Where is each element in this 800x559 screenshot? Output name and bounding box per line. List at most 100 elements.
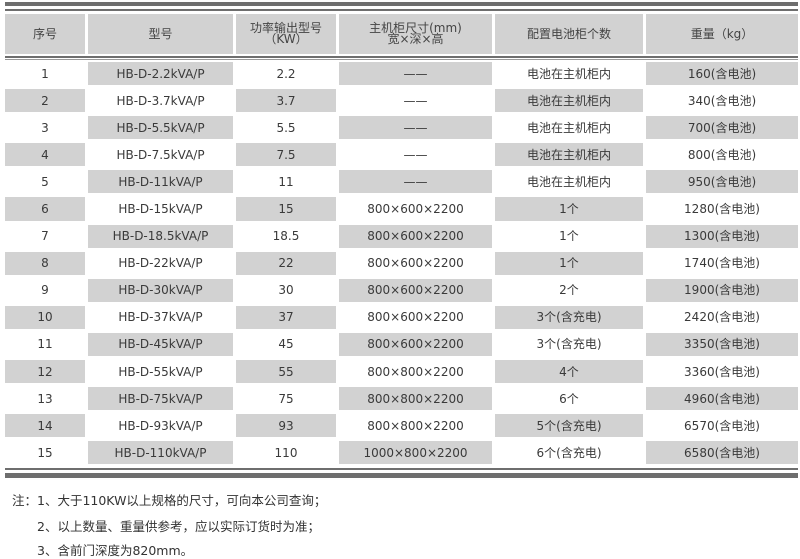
row-dimensions: 800×600×2200 <box>339 224 492 248</box>
row-weight: 2420(含电池) <box>684 310 760 325</box>
row-index: 12 <box>5 360 85 384</box>
header-power-text: 功率输出型号 （KW） <box>249 21 322 46</box>
row-model: HB-D-37kVA/P <box>118 310 203 325</box>
note-1: 注：1、大于110KW以上规格的尺寸，可向本公司查询； <box>12 493 327 508</box>
row-model: HB-D-30kVA/P <box>88 278 233 302</box>
row-power: 55 <box>236 360 336 384</box>
row-model: HB-D-110kVA/P <box>88 441 233 465</box>
header-weight: 重量（kg） <box>646 14 798 54</box>
bottom-rule-thin <box>5 468 798 470</box>
header-model: 型号 <box>88 14 233 54</box>
row-index: 13 <box>37 391 53 406</box>
note-3: 3、含前门深度为820mm。 <box>37 543 194 558</box>
row-dimensions: —— <box>403 147 428 162</box>
row-model: HB-D-11kVA/P <box>88 170 233 194</box>
row-battery-cabinets: 2个 <box>559 283 579 298</box>
row-dimensions: —— <box>339 62 492 86</box>
row-power: 22 <box>236 251 336 275</box>
row-model: HB-D-3.7kVA/P <box>116 93 205 108</box>
header-dimensions-text: 主机柜尺寸(mm) 宽×深×高 <box>369 21 462 46</box>
header-rule-thin <box>5 59 798 60</box>
row-model: HB-D-75kVA/P <box>88 387 233 411</box>
row-model: HB-D-2.2kVA/P <box>88 62 233 86</box>
row-power: 18.5 <box>272 229 300 244</box>
row-power: 3.7 <box>236 89 336 113</box>
row-weight: 1900(含电池) <box>646 278 798 302</box>
row-dimensions: 800×600×2200 <box>367 310 464 325</box>
table-header: 序号 型号 功率输出型号 （KW） 主机柜尺寸(mm) 宽×深×高 配置电池柜个… <box>5 14 798 54</box>
note-2: 2、以上数量、重量供参考，应以实际订货时为准； <box>37 519 320 534</box>
row-power: 15 <box>236 197 336 221</box>
row-battery-cabinets: 1个 <box>559 229 579 244</box>
row-battery-cabinets: 3个(含充电) <box>495 305 643 329</box>
row-power: 7.5 <box>236 143 336 167</box>
row-weight: 3350(含电池) <box>646 332 798 357</box>
row-dimensions: 1000×800×2200 <box>339 441 492 465</box>
row-dimensions: 800×800×2200 <box>339 387 492 411</box>
row-battery-cabinets: 4个 <box>495 360 643 384</box>
row-dimensions: 800×600×2200 <box>367 256 464 271</box>
row-dimensions: 800×800×2200 <box>367 364 464 379</box>
row-weight: 3360(含电池) <box>684 364 760 379</box>
row-battery-cabinets: 电池在主机柜内 <box>526 174 611 189</box>
row-battery-cabinets: 电池在主机柜内 <box>526 120 611 135</box>
row-battery-cabinets: 3个(含充电) <box>536 337 602 352</box>
row-power: 30 <box>278 283 294 298</box>
row-power: 37 <box>236 305 336 329</box>
row-battery-cabinets: 1个 <box>495 251 643 275</box>
row-index: 7 <box>41 229 49 244</box>
row-dimensions: 800×600×2200 <box>367 202 464 217</box>
table-body: 1 HB-D-2.2kVA/P 2.2 —— 电池在主机柜内 160(含电池) 2 HB-D-… <box>5 62 798 465</box>
row-battery-cabinets: 1个 <box>495 197 643 221</box>
row-model: HB-D-55kVA/P <box>118 364 203 379</box>
row-power: 93 <box>236 414 336 438</box>
row-weight: 1280(含电池) <box>684 202 760 217</box>
row-index: 9 <box>41 283 49 298</box>
row-power: 110 <box>274 445 298 460</box>
row-index: 1 <box>41 66 49 81</box>
row-index: 15 <box>37 445 53 460</box>
row-index: 11 <box>37 337 53 352</box>
row-index: 14 <box>5 414 85 438</box>
row-weight: 1740(含电池) <box>684 256 760 271</box>
row-dimensions: 800×600×2200 <box>339 278 492 302</box>
row-model: HB-D-15kVA/P <box>118 202 203 217</box>
row-power: 5.5 <box>276 120 296 135</box>
row-dimensions: —— <box>403 93 428 108</box>
row-power: 45 <box>278 337 294 352</box>
row-dimensions: —— <box>339 170 492 194</box>
header-index: 序号 <box>5 14 85 54</box>
bottom-rule-thick <box>5 473 798 478</box>
row-power: 2.2 <box>276 66 296 81</box>
row-weight: 4960(含电池) <box>646 387 798 411</box>
row-battery-cabinets: 电池在主机柜内 <box>495 89 643 113</box>
row-index: 5 <box>41 174 49 189</box>
row-index: 6 <box>5 197 85 221</box>
row-battery-cabinets: 6个 <box>559 391 579 406</box>
row-model: HB-D-93kVA/P <box>118 418 203 433</box>
row-weight: 950(含电池) <box>646 170 798 194</box>
row-power: 11 <box>278 174 294 189</box>
top-rule-thick <box>5 2 798 6</box>
row-index: 8 <box>5 251 85 275</box>
row-battery-cabinets: 电池在主机柜内 <box>526 66 611 81</box>
row-dimensions: 800×600×2200 <box>339 332 492 357</box>
row-weight: 340(含电池) <box>687 93 757 108</box>
row-model: HB-D-45kVA/P <box>88 332 233 357</box>
row-weight: 6570(含电池) <box>684 418 760 433</box>
row-model: HB-D-22kVA/P <box>118 256 203 271</box>
row-weight: 160(含电池) <box>646 62 798 86</box>
row-battery-cabinets: 5个(含充电) <box>495 414 643 438</box>
row-power: 75 <box>278 391 294 406</box>
row-index: 3 <box>41 120 49 135</box>
row-battery-cabinets: 电池在主机柜内 <box>495 143 643 167</box>
row-battery-cabinets: 6个(含充电) <box>536 445 602 460</box>
row-model: HB-D-5.5kVA/P <box>88 116 233 140</box>
header-dimensions: 主机柜尺寸(mm) 宽×深×高 <box>339 14 492 54</box>
header-rule-thick <box>5 56 798 58</box>
row-weight: 6580(含电池) <box>646 441 798 465</box>
row-index: 10 <box>5 305 85 329</box>
row-model: HB-D-18.5kVA/P <box>88 224 233 248</box>
header-battery-cabinets: 配置电池柜个数 <box>495 14 643 54</box>
header-power: 功率输出型号 （KW） <box>236 14 336 54</box>
